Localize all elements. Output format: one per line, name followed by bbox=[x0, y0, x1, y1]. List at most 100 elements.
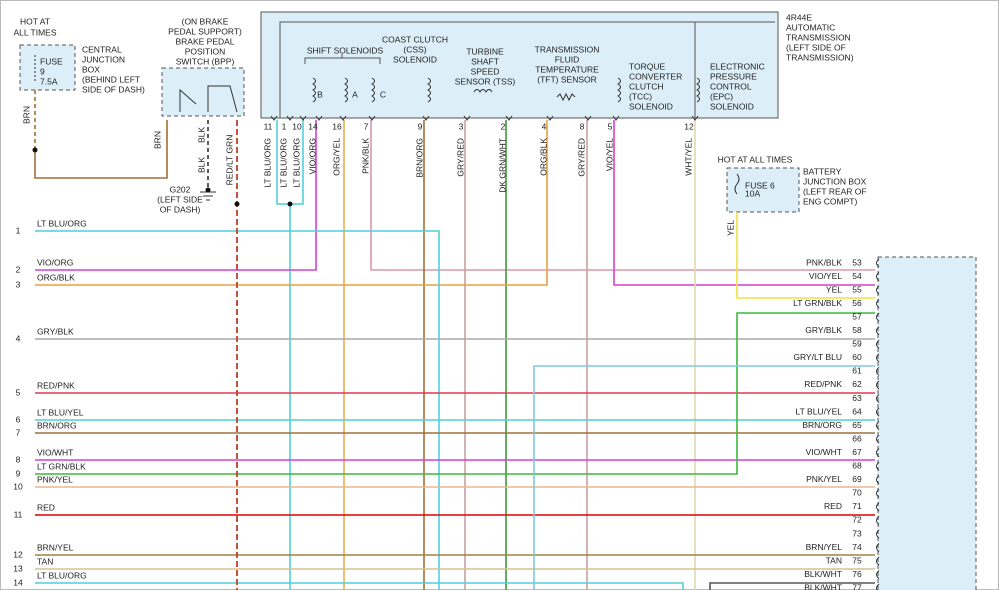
coil bbox=[696, 77, 700, 103]
pin-glyph bbox=[876, 421, 880, 430]
pin-number: 70 bbox=[852, 488, 862, 498]
component-label: TURBINE bbox=[466, 46, 504, 56]
wire-label: BRN/YEL bbox=[37, 542, 74, 552]
component-title: TRANSMISSION bbox=[786, 32, 851, 42]
wire-label: ORG/YEL bbox=[331, 138, 341, 176]
battery-box bbox=[726, 167, 800, 213]
wire-label: BRN bbox=[152, 131, 162, 149]
switch bbox=[179, 85, 238, 113]
pin-glyph bbox=[876, 556, 880, 566]
fuse-label: FUSE bbox=[40, 56, 63, 66]
wire-label: LT BLU/ORG bbox=[37, 218, 87, 228]
pin-number: 64 bbox=[852, 406, 862, 416]
component-label: POSITION bbox=[185, 46, 226, 56]
wire-label: DK GRN/WHT bbox=[497, 138, 507, 193]
wire-label: LT BLU/ORG bbox=[37, 570, 87, 580]
pin-number: 67 bbox=[852, 447, 862, 457]
pin-number: 59 bbox=[852, 339, 862, 349]
pin-glyph bbox=[876, 380, 880, 390]
pin-number: 63 bbox=[852, 393, 862, 403]
wire bbox=[35, 120, 548, 286]
pin-number: 10 bbox=[292, 121, 302, 131]
wire-label: BRN bbox=[21, 106, 31, 124]
fuse-6 bbox=[734, 173, 740, 195]
wire-label: PNK/BLK bbox=[806, 257, 842, 267]
wire-label: TAN bbox=[826, 555, 842, 565]
fuse-label: 9 bbox=[40, 66, 45, 76]
pin-number: 53 bbox=[852, 257, 862, 267]
wire-label: WHT/YEL bbox=[683, 138, 693, 176]
wire-label: BRN/ORG bbox=[414, 138, 424, 178]
wire bbox=[370, 120, 875, 271]
wire bbox=[709, 582, 875, 590]
pin-glyph bbox=[876, 488, 880, 498]
pin-number: 58 bbox=[852, 325, 862, 335]
pin-number: 60 bbox=[852, 352, 862, 362]
fuse-box bbox=[19, 44, 76, 91]
row-number: 1 bbox=[16, 225, 21, 235]
pin-glyph bbox=[876, 258, 880, 268]
row-number: 13 bbox=[13, 563, 23, 573]
ground-label: (LEFT SIDE bbox=[157, 194, 203, 204]
pin-number: 74 bbox=[852, 542, 862, 552]
wire-label: PNK/YEL bbox=[806, 474, 842, 484]
pin-glyph bbox=[876, 339, 880, 349]
wire-label: LT BLU/YEL bbox=[37, 407, 84, 417]
sensor-coil bbox=[473, 89, 493, 93]
pin-number: 2 bbox=[501, 121, 506, 131]
wire-label: BLK/WHT bbox=[804, 569, 842, 579]
wire-label: BLK bbox=[196, 127, 206, 143]
fuse-label: 10A bbox=[745, 188, 760, 198]
fuse-label: FUSE 6 bbox=[745, 180, 775, 190]
wire-label: VIO/WHT bbox=[37, 447, 73, 457]
component-label: SWITCH (BPP) bbox=[176, 56, 235, 66]
pin-number: 57 bbox=[852, 311, 862, 321]
wire-label: RED/PNK bbox=[804, 379, 842, 389]
pin-glyph bbox=[612, 115, 620, 121]
pin-glyph bbox=[876, 475, 880, 485]
pin-number: 8 bbox=[580, 121, 585, 131]
wire-label: RED bbox=[824, 501, 842, 511]
pin-glyph bbox=[584, 115, 592, 121]
pin-glyph bbox=[876, 353, 880, 363]
coil bbox=[344, 77, 348, 103]
wire-label: LT GRN/BLK bbox=[37, 461, 86, 471]
pin-glyph bbox=[876, 516, 880, 525]
pin-glyph bbox=[463, 115, 471, 121]
pin-number: 4 bbox=[542, 121, 547, 131]
pin-glyph bbox=[876, 570, 880, 580]
pin-number: 1 bbox=[282, 121, 287, 131]
solenoid-letter: A bbox=[352, 89, 358, 99]
pin-glyph bbox=[876, 299, 880, 309]
row-number: 5 bbox=[16, 387, 21, 397]
pin-glyph bbox=[270, 115, 278, 121]
component-label: FLUID bbox=[555, 54, 580, 64]
brace bbox=[304, 54, 381, 64]
splice bbox=[234, 201, 240, 207]
pin-glyph bbox=[876, 285, 880, 295]
row-number: 4 bbox=[16, 333, 21, 343]
row-number: 14 bbox=[13, 577, 23, 587]
pin-glyph bbox=[876, 529, 880, 539]
wire-label: LT BLU/ORG bbox=[278, 138, 288, 188]
component-label: SHIFT SOLENOIDS bbox=[307, 45, 384, 55]
component-label: SOLENOID bbox=[710, 101, 754, 111]
row-number: 8 bbox=[16, 454, 21, 464]
splice bbox=[32, 147, 38, 153]
row-number: 7 bbox=[16, 427, 21, 437]
component-label: (CSS) bbox=[403, 44, 426, 54]
wire bbox=[736, 212, 875, 299]
wire-label: GRY/LT BLU bbox=[793, 352, 842, 362]
pin-glyph bbox=[876, 448, 880, 458]
location-label: (LEFT REAR OF bbox=[803, 186, 867, 196]
row-number: 10 bbox=[13, 481, 23, 491]
ground-label: G202 bbox=[170, 184, 191, 194]
solenoid-letter: B bbox=[317, 89, 323, 99]
splice bbox=[205, 187, 211, 193]
row-number: 3 bbox=[16, 279, 21, 289]
wire-label: ORG/BLK bbox=[37, 272, 75, 282]
wire-label: ORG/BLK bbox=[538, 138, 548, 176]
component-label: SENSOR (TSS) bbox=[455, 76, 516, 86]
pin-glyph bbox=[876, 502, 880, 512]
